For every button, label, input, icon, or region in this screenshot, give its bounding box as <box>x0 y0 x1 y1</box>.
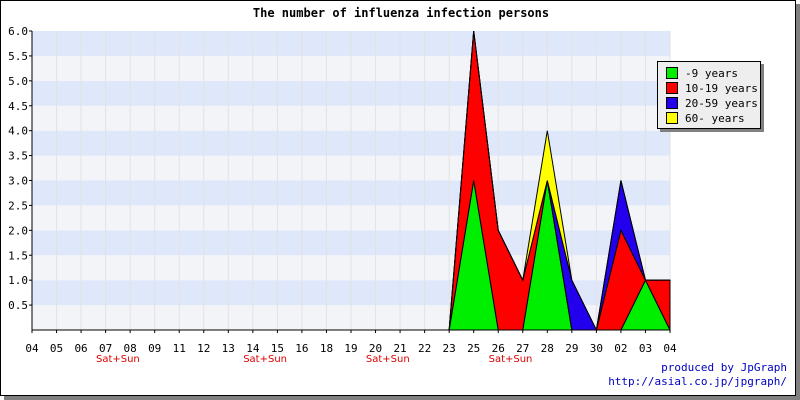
legend-label: -9 years <box>685 66 738 80</box>
legend-label: 20-59 years <box>685 96 758 110</box>
x-tick-label: 14 <box>246 342 260 355</box>
x-tick-label: 20 <box>369 342 382 355</box>
chart-title: The number of influenza infection person… <box>253 6 549 20</box>
y-tick-label: 3.0 <box>8 175 28 188</box>
x-tick-label: 05 <box>50 342 63 355</box>
x-tick-label: 21 <box>393 342 406 355</box>
legend-label: 60- years <box>685 111 745 125</box>
x-tick-label: 18 <box>320 342 333 355</box>
legend-item: 60- years <box>666 111 745 125</box>
x-tick-label: 07 <box>99 342 112 355</box>
y-tick-label: 0.5 <box>8 299 28 312</box>
credit-line: produced by JpGraph <box>661 361 787 374</box>
credit-link[interactable]: http://asial.co.jp/jpgraph/ <box>608 375 787 388</box>
x-tick-label: 04 <box>25 342 39 355</box>
x-tick-label: 12 <box>197 342 210 355</box>
x-tick-label: 08 <box>124 342 137 355</box>
x-tick-label: 22 <box>418 342 431 355</box>
y-tick-label: 2.0 <box>8 224 28 237</box>
x-tick-label: 25 <box>467 342 480 355</box>
legend-swatch <box>666 112 678 124</box>
y-tick-label: 5.0 <box>8 75 28 88</box>
legend-label: 10-19 years <box>685 81 758 95</box>
weekend-label: Sat+Sun <box>489 354 533 365</box>
x-tick-label: 30 <box>590 342 603 355</box>
x-tick-label: 03 <box>639 342 652 355</box>
x-tick-label: 16 <box>295 342 308 355</box>
x-tick-label: 09 <box>148 342 161 355</box>
x-tick-label: 15 <box>271 342 284 355</box>
credit: produced by JpGraph http://asial.co.jp/j… <box>608 361 787 389</box>
legend-swatch <box>666 67 678 79</box>
weekend-label: Sat+Sun <box>366 354 410 365</box>
x-tick-label: 26 <box>492 342 505 355</box>
x-tick-label: 27 <box>516 342 529 355</box>
y-tick-label: 1.0 <box>8 274 28 287</box>
weekend-label: Sat+Sun <box>96 354 140 365</box>
legend-swatch <box>666 82 678 94</box>
y-tick-label: 1.5 <box>8 249 28 262</box>
weekend-label: Sat+Sun <box>243 354 287 365</box>
legend-item: -9 years <box>666 66 738 80</box>
x-tick-label: 04 <box>663 342 677 355</box>
x-tick-label: 02 <box>614 342 627 355</box>
x-tick-label: 11 <box>173 342 186 355</box>
legend: -9 years 10-19 years 20-59 years 60- yea… <box>657 61 761 129</box>
y-tick-label: 4.0 <box>8 125 28 138</box>
x-tick-label: 23 <box>443 342 456 355</box>
y-tick-label: 3.5 <box>8 150 28 163</box>
x-tick-label: 29 <box>565 342 578 355</box>
legend-item: 10-19 years <box>666 81 758 95</box>
y-tick-label: 6.0 <box>8 25 28 38</box>
legend-item: 20-59 years <box>666 96 758 110</box>
y-tick-label: 5.5 <box>8 50 28 63</box>
x-tick-label: 28 <box>541 342 554 355</box>
x-tick-label: 13 <box>222 342 235 355</box>
x-tick-label: 19 <box>344 342 357 355</box>
y-tick-label: 4.5 <box>8 100 28 113</box>
legend-swatch <box>666 97 678 109</box>
x-tick-label: 06 <box>74 342 87 355</box>
y-tick-label: 2.5 <box>8 199 28 212</box>
